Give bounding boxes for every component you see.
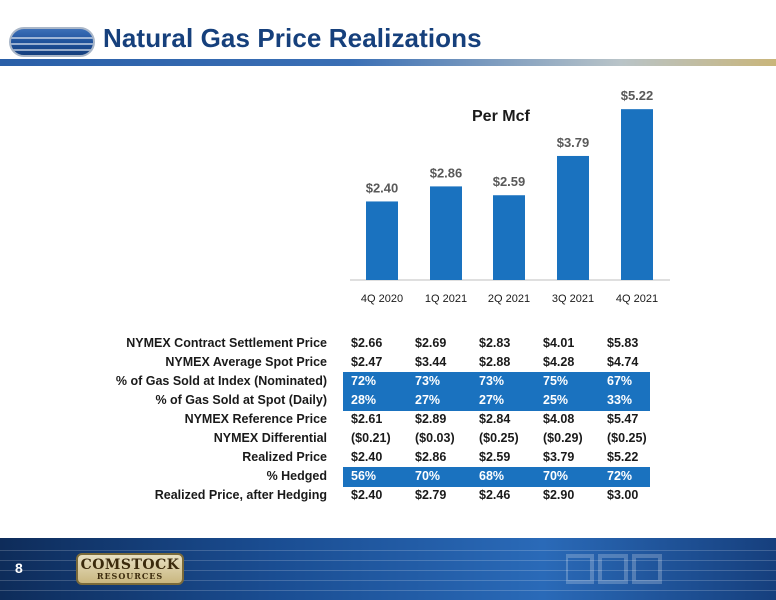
table-row: NYMEX Contract Settlement Price $2.66 $2.6… bbox=[0, 334, 776, 353]
comstock-resources-logo: COMSTOCK RESOURCES bbox=[76, 553, 184, 585]
table-cell: $5.83 bbox=[607, 336, 639, 350]
table-cell: 25% bbox=[543, 393, 569, 407]
row-label: Realized Price, after Hedging bbox=[154, 488, 327, 502]
table-cell: $5.22 bbox=[607, 450, 639, 464]
bar-0 bbox=[366, 201, 398, 280]
table-cell: $2.47 bbox=[351, 355, 383, 369]
bar-3 bbox=[557, 155, 589, 280]
table-cell: $3.44 bbox=[415, 355, 447, 369]
data-label-1: $2.86 bbox=[430, 165, 463, 180]
table-cell: ($0.25) bbox=[479, 431, 519, 445]
table-row: NYMEX Differential ($0.21) ($0.03) ($0.25) (… bbox=[0, 429, 776, 448]
bar-1 bbox=[430, 186, 462, 280]
table-cell: $2.89 bbox=[415, 412, 447, 426]
row-label: NYMEX Reference Price bbox=[184, 412, 327, 426]
table-row: NYMEX Reference Price $2.61 $2.89 $2.84 $4.0… bbox=[0, 410, 776, 429]
table-cell: $2.66 bbox=[351, 336, 383, 350]
table-row: Realized Price, after Hedging $2.40 $2.79 $… bbox=[0, 486, 776, 505]
table-cell: $2.61 bbox=[351, 412, 383, 426]
x-tick-label-3: 3Q 2021 bbox=[552, 293, 594, 305]
data-label-2: $2.59 bbox=[493, 174, 526, 189]
row-label: % Hedged bbox=[266, 469, 327, 483]
table-cell: 70% bbox=[415, 469, 441, 483]
table-cell: ($0.29) bbox=[543, 431, 583, 445]
data-label-0: $2.40 bbox=[366, 180, 399, 195]
highlight-band bbox=[343, 391, 650, 411]
table-cell: $2.40 bbox=[351, 450, 383, 464]
table-cell: 72% bbox=[607, 469, 633, 483]
x-tick-label-2: 2Q 2021 bbox=[488, 293, 530, 305]
page-number: 8 bbox=[15, 560, 23, 576]
data-label-3: $3.79 bbox=[557, 135, 590, 150]
table-cell: 75% bbox=[543, 374, 569, 388]
table-cell: 72% bbox=[351, 374, 377, 388]
slide-footer: 8 COMSTOCK RESOURCES bbox=[0, 538, 776, 600]
row-label: % of Gas Sold at Spot (Daily) bbox=[155, 393, 327, 407]
table-row: % of Gas Sold at Spot (Daily) 28% 27% 27% 25… bbox=[0, 391, 776, 411]
table-cell: $4.08 bbox=[543, 412, 575, 426]
table-row: % of Gas Sold at Index (Nominated) 72% 73%… bbox=[0, 372, 776, 392]
table-cell: $2.79 bbox=[415, 488, 447, 502]
table-cell: $5.47 bbox=[607, 412, 639, 426]
table-cell: $2.69 bbox=[415, 336, 447, 350]
table-cell: $2.86 bbox=[415, 450, 447, 464]
title-divider bbox=[0, 59, 776, 66]
table-cell: 67% bbox=[607, 374, 633, 388]
table-cell: 73% bbox=[479, 374, 505, 388]
table-cell: 27% bbox=[415, 393, 441, 407]
table-cell: $2.40 bbox=[351, 488, 383, 502]
table-cell: $2.84 bbox=[479, 412, 511, 426]
bar-4 bbox=[621, 109, 653, 280]
table-cell: $3.00 bbox=[607, 488, 639, 502]
table-cell: 27% bbox=[479, 393, 505, 407]
table-cell: $2.83 bbox=[479, 336, 511, 350]
table-cell: $2.59 bbox=[479, 450, 511, 464]
table-cell: 56% bbox=[351, 469, 377, 483]
table-row: NYMEX Average Spot Price $2.47 $3.44 $2.88 $… bbox=[0, 353, 776, 372]
row-label: NYMEX Contract Settlement Price bbox=[126, 336, 327, 350]
chart-subtitle: Per Mcf bbox=[472, 108, 530, 125]
table-cell: 68% bbox=[479, 469, 505, 483]
bar-chart-svg: $2.40 4Q 2020 $2.86 1Q 2021 $2.59 2Q 2021 $3.7… bbox=[350, 88, 670, 305]
table-cell: ($0.21) bbox=[351, 431, 391, 445]
table-cell: 28% bbox=[351, 393, 377, 407]
row-label: Realized Price bbox=[242, 450, 327, 464]
table-cell: $2.90 bbox=[543, 488, 575, 502]
table-row: % Hedged 56% 70% 68% 70% 72% bbox=[0, 467, 776, 487]
table-cell: 73% bbox=[415, 374, 441, 388]
table-cell: $4.01 bbox=[543, 336, 575, 350]
x-tick-label-0: 4Q 2020 bbox=[361, 293, 403, 305]
table-cell: 70% bbox=[543, 469, 569, 483]
page-title: Natural Gas Price Realizations bbox=[103, 23, 482, 53]
x-tick-label-1: 1Q 2021 bbox=[425, 293, 467, 305]
bar-2 bbox=[493, 195, 525, 280]
table-cell: 33% bbox=[607, 393, 633, 407]
table-cell: $3.79 bbox=[543, 450, 575, 464]
table-cell: ($0.03) bbox=[415, 431, 455, 445]
table-cell: $2.88 bbox=[479, 355, 511, 369]
table-cell: $2.46 bbox=[479, 488, 511, 502]
slide-header: Natural Gas Price Realizations bbox=[0, 0, 776, 70]
table-cell: ($0.25) bbox=[607, 431, 647, 445]
crk-wordmark-icon bbox=[566, 554, 662, 584]
row-label: % of Gas Sold at Index (Nominated) bbox=[115, 374, 327, 388]
bar-chart: $2.40 4Q 2020 $2.86 1Q 2021 $2.59 2Q 2021 $3.7… bbox=[340, 80, 680, 310]
crk-logo-icon bbox=[9, 27, 95, 57]
table-row: Realized Price $2.40 $2.86 $2.59 $3.79 $5.22 bbox=[0, 448, 776, 467]
highlight-band bbox=[343, 372, 650, 392]
row-label: NYMEX Differential bbox=[213, 431, 327, 445]
table-cell: $4.28 bbox=[543, 355, 575, 369]
highlight-band bbox=[343, 467, 650, 487]
data-label-4: $5.22 bbox=[621, 88, 654, 103]
table-cell: $4.74 bbox=[607, 355, 639, 369]
row-label: NYMEX Average Spot Price bbox=[165, 355, 327, 369]
x-tick-label-4: 4Q 2021 bbox=[616, 293, 658, 305]
